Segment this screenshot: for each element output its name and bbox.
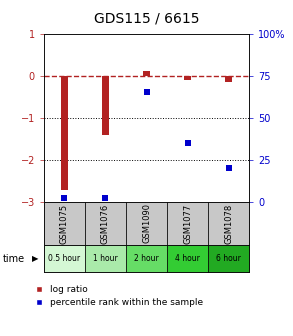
Text: 6 hour: 6 hour xyxy=(216,254,241,263)
Bar xyxy=(208,202,249,245)
Bar xyxy=(184,76,191,80)
Text: 2 hour: 2 hour xyxy=(134,254,159,263)
Point xyxy=(103,196,108,201)
Bar xyxy=(143,72,150,76)
Text: GDS115 / 6615: GDS115 / 6615 xyxy=(94,11,199,26)
Point xyxy=(226,165,231,171)
Bar xyxy=(61,76,68,190)
Text: GSM1078: GSM1078 xyxy=(224,203,233,244)
Text: 4 hour: 4 hour xyxy=(175,254,200,263)
Text: GSM1075: GSM1075 xyxy=(60,203,69,244)
Text: GSM1090: GSM1090 xyxy=(142,203,151,244)
Text: GSM1077: GSM1077 xyxy=(183,203,192,244)
Point xyxy=(185,140,190,145)
Point xyxy=(62,196,67,201)
Bar xyxy=(225,76,232,82)
Text: time: time xyxy=(3,254,25,264)
Text: ▶: ▶ xyxy=(32,254,38,263)
Legend: log ratio, percentile rank within the sample: log ratio, percentile rank within the sa… xyxy=(34,283,205,309)
Bar xyxy=(208,245,249,272)
Bar xyxy=(44,245,85,272)
Bar xyxy=(167,202,208,245)
Bar xyxy=(102,76,109,135)
Text: GSM1076: GSM1076 xyxy=(101,203,110,244)
Bar xyxy=(167,245,208,272)
Bar xyxy=(44,202,85,245)
Text: 1 hour: 1 hour xyxy=(93,254,118,263)
Bar xyxy=(126,245,167,272)
Point xyxy=(144,90,149,95)
Bar xyxy=(126,202,167,245)
Bar xyxy=(85,245,126,272)
Bar xyxy=(85,202,126,245)
Text: 0.5 hour: 0.5 hour xyxy=(48,254,81,263)
